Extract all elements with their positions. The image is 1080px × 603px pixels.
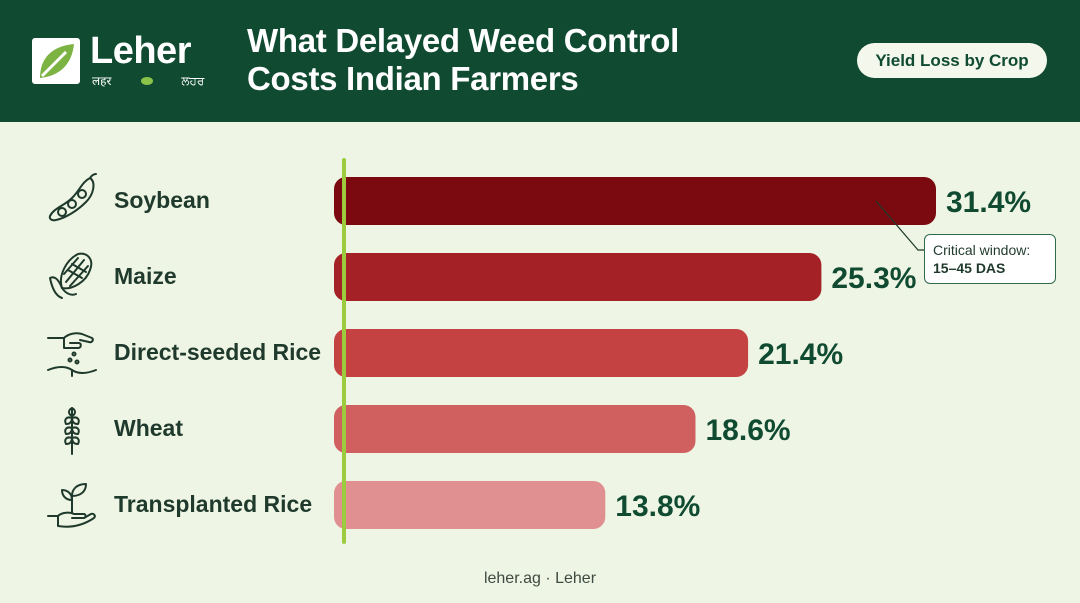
page-title: What Delayed Weed Control Costs Indian F…	[247, 22, 807, 98]
brand-tagline: लहर ਲਹਰ	[92, 72, 204, 89]
seedling-hand-icon	[47, 483, 96, 528]
header-bar: Leher लहर ਲਹਰ What Delayed Weed Control C…	[0, 0, 1080, 122]
brand-name: Leher	[90, 30, 191, 72]
sowing-hand-icon	[47, 332, 97, 377]
brand-logo[interactable]: Leher लहर ਲਹਰ	[30, 30, 220, 90]
callout-line-2: 15–45 DAS	[933, 260, 1006, 276]
category-label-transplanted-rice: Transplanted Rice	[114, 491, 313, 517]
category-label-direct-seeded-rice: Direct-seeded Rice	[114, 339, 322, 365]
bar-transplanted-rice	[334, 481, 606, 529]
leaf-dot-icon	[141, 77, 154, 85]
chart-type-pill: Yield Loss by Crop	[857, 43, 1047, 78]
tagline-punjabi: ਲਹਰ	[181, 74, 205, 88]
bar-soybean	[334, 177, 936, 225]
bar-maize	[334, 253, 822, 301]
footer-credit: leher.ag · Leher	[483, 570, 597, 587]
value-label-direct-seeded-rice: 21.4%	[758, 338, 843, 371]
value-label-maize: 25.3%	[831, 262, 916, 295]
value-label-soybean: 31.4%	[946, 186, 1031, 219]
wheat-icon	[64, 407, 80, 455]
category-label-wheat: Wheat	[114, 415, 183, 441]
value-label-wheat: 18.6%	[705, 414, 790, 447]
bar-wheat	[334, 405, 696, 453]
category-label-soybean: Soybean	[114, 187, 210, 213]
soybean-icon	[48, 173, 97, 222]
category-label-maize: Maize	[114, 263, 177, 289]
bar-direct-seeded-rice	[334, 329, 749, 377]
callout-leader-line	[875, 200, 924, 251]
leaf-logo-icon	[32, 38, 80, 84]
title-line-1: What Delayed Weed Control	[247, 22, 679, 59]
tagline-hindi: लहर	[92, 74, 112, 88]
title-line-2: Costs Indian Farmers	[247, 60, 579, 97]
critical-window-callout: Critical window: 15–45 DAS	[924, 234, 1056, 284]
callout-line-1: Critical window:	[933, 242, 1031, 258]
maize-icon	[49, 252, 93, 299]
chart-axis-line	[342, 158, 346, 544]
value-label-transplanted-rice: 13.8%	[615, 490, 700, 523]
